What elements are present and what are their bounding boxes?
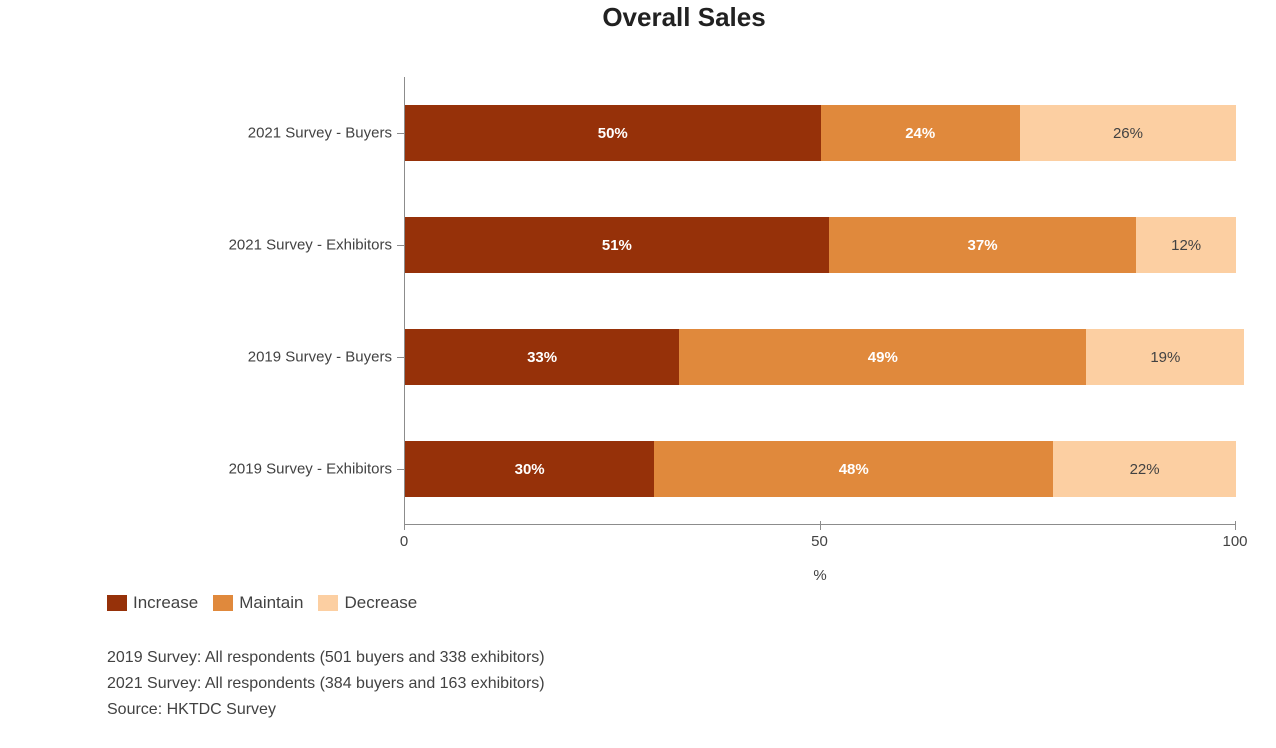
stacked-bar: 51% 37% 12% [405,217,1236,273]
category-tick [397,245,404,246]
legend-label: Decrease [344,593,418,612]
segment-value-label: 37% [967,236,998,254]
bar-segment-decrease: 26% [1019,105,1236,161]
legend-item-decrease[interactable]: Decrease [318,593,417,613]
segment-value-label: 19% [1150,348,1181,366]
category-label: 2019 Survey - Exhibitors [228,460,392,478]
plot-area: 2021 Survey - Buyers 50% 24% 26% 2021 Survey… [229,77,1248,550]
segment-value-label: 50% [597,124,628,142]
bar-segment-maintain: 37% [828,217,1137,273]
bar-row: 2019 Survey - Exhibitors 30% 48% 22% [229,441,1236,497]
segment-value-label: 30% [514,460,545,478]
x-axis-tick [1235,521,1236,530]
legend-label: Increase [133,593,199,612]
bar-segment-increase: 30% [405,441,655,497]
bar-segment-maintain: 24% [820,105,1020,161]
legend-swatch-icon [318,595,339,611]
bar-segment-increase: 50% [405,105,821,161]
segment-value-label: 24% [905,124,936,142]
bar-segment-decrease: 19% [1086,329,1245,385]
y-axis-line [404,77,405,525]
category-label: 2021 Survey - Exhibitors [228,236,392,254]
category-tick [397,133,404,134]
category-tick [397,357,404,358]
legend-swatch-icon [107,595,127,611]
footnote-line: 2019 Survey: All respondents (501 buyers… [107,649,545,666]
segment-value-label: 22% [1129,460,1160,478]
bar-row: 2021 Survey - Buyers 50% 24% 26% [248,105,1236,161]
bar-segment-maintain: 48% [654,441,1054,497]
legend-label: Maintain [239,593,304,612]
legend-item-maintain[interactable]: Maintain [213,593,303,613]
category-label: 2019 Survey - Buyers [247,348,392,366]
x-axis-tick [404,521,405,530]
category-label: 2021 Survey - Buyers [247,124,392,142]
x-axis-title: % [813,567,827,584]
legend-swatch-icon [213,595,234,611]
bar-segment-increase: 51% [405,217,829,273]
footnotes: 2019 Survey: All respondents (501 buyers… [107,645,545,723]
stacked-bar: 33% 49% 19% [405,329,1245,385]
x-axis-tick-label: 0 [399,533,409,550]
x-axis-tick-label: 50 [811,533,828,550]
category-tick [397,469,404,470]
legend-item-increase[interactable]: Increase [107,593,198,613]
bar-segment-maintain: 49% [679,329,1087,385]
x-axis-tick [819,521,821,530]
segment-value-label: 26% [1112,124,1143,142]
bar-row: 2019 Survey - Buyers 33% 49% 19% [248,329,1245,385]
footnote-line: Source: HKTDC Survey [107,701,276,718]
segment-value-label: 49% [867,348,898,366]
segment-value-label: 51% [601,236,632,254]
footnote-line: 2021 Survey: All respondents (384 buyers… [107,675,545,692]
stacked-bar: 50% 24% 26% [405,105,1236,161]
bar-segment-decrease: 22% [1053,441,1236,497]
stacked-bar: 30% 48% 22% [405,441,1236,497]
legend: Increase Maintain Decrease [107,593,417,613]
bar-row: 2021 Survey - Exhibitors 51% 37% 12% [229,217,1236,273]
segment-value-label: 33% [527,348,558,366]
bar-segment-increase: 33% [405,329,680,385]
bar-segment-decrease: 12% [1136,217,1236,273]
chart-title: Overall Sales [602,2,766,32]
segment-value-label: 48% [838,460,869,478]
x-axis-tick-label: 100 [1222,533,1248,550]
segment-value-label: 12% [1171,236,1202,254]
